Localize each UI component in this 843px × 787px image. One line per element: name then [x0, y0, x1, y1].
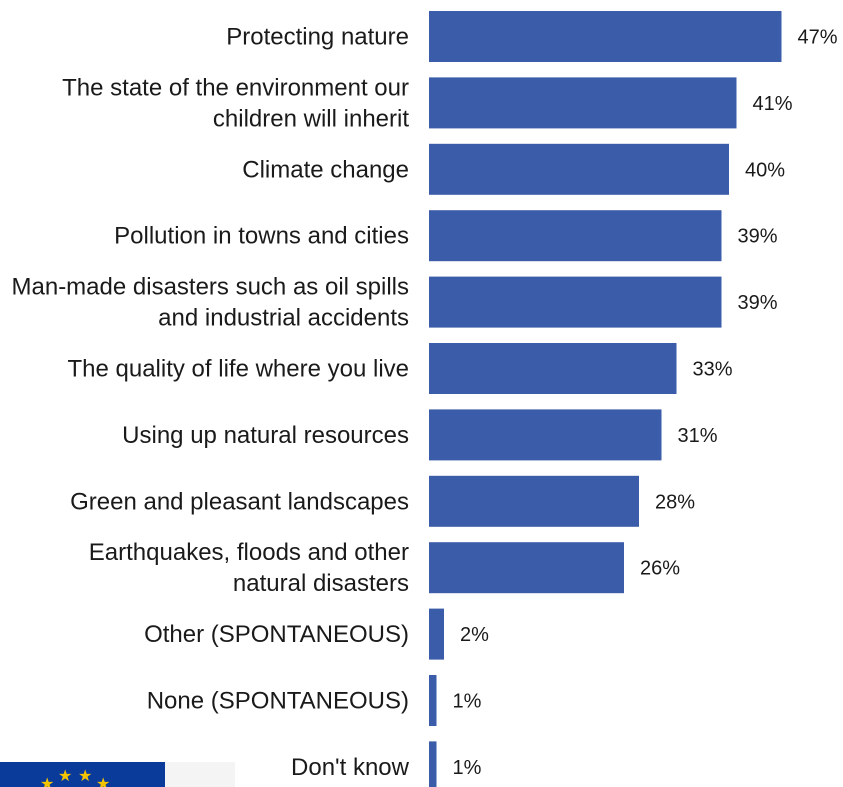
value-label: 26%: [640, 558, 680, 580]
value-label: 28%: [655, 491, 695, 513]
value-label: 40%: [745, 159, 785, 181]
star-icon: ★: [78, 766, 93, 785]
value-label: 2%: [460, 624, 489, 646]
category-label: Climate change: [242, 156, 409, 183]
bar: [429, 475, 639, 527]
bar: [429, 409, 662, 461]
logo-background: [165, 762, 235, 787]
bar: [429, 276, 722, 328]
value-label: 31%: [678, 425, 718, 447]
bar: [429, 542, 624, 594]
category-label: Man-made disasters such as oil spills: [12, 274, 410, 301]
category-label: Using up natural resources: [122, 422, 409, 449]
star-icon: ★: [96, 774, 111, 787]
category-label: None (SPONTANEOUS): [147, 688, 409, 715]
category-label: Pollution in towns and cities: [114, 223, 409, 250]
bar: [429, 675, 437, 726]
bar: [429, 11, 782, 62]
bar: [429, 343, 677, 394]
value-label: 1%: [453, 691, 482, 713]
bar: [429, 210, 722, 262]
category-label: Other (SPONTANEOUS): [144, 621, 409, 648]
value-label: 39%: [738, 226, 778, 248]
category-label: The quality of life where you live: [67, 356, 409, 383]
bar: [429, 608, 444, 660]
bar: [429, 143, 729, 195]
category-label: children will inherit: [213, 105, 409, 132]
bar: [429, 741, 437, 787]
eu-flag-icon: ★ ★ ★ ★: [0, 762, 165, 787]
value-label: 41%: [753, 93, 793, 115]
star-icon: ★: [40, 774, 55, 787]
category-label: Don't know: [291, 754, 410, 781]
value-label: 47%: [798, 27, 838, 49]
value-label: 1%: [453, 757, 482, 779]
bar: [429, 77, 737, 129]
category-label: Green and pleasant landscapes: [70, 488, 409, 515]
category-label: Protecting nature: [226, 24, 409, 51]
category-label: Earthquakes, floods and other: [89, 539, 409, 566]
category-label: natural disasters: [233, 570, 409, 597]
category-label: and industrial accidents: [158, 305, 409, 332]
value-label: 39%: [738, 292, 778, 314]
star-icon: ★: [58, 766, 73, 785]
value-label: 33%: [693, 359, 733, 381]
category-label: The state of the environment our: [62, 74, 409, 101]
